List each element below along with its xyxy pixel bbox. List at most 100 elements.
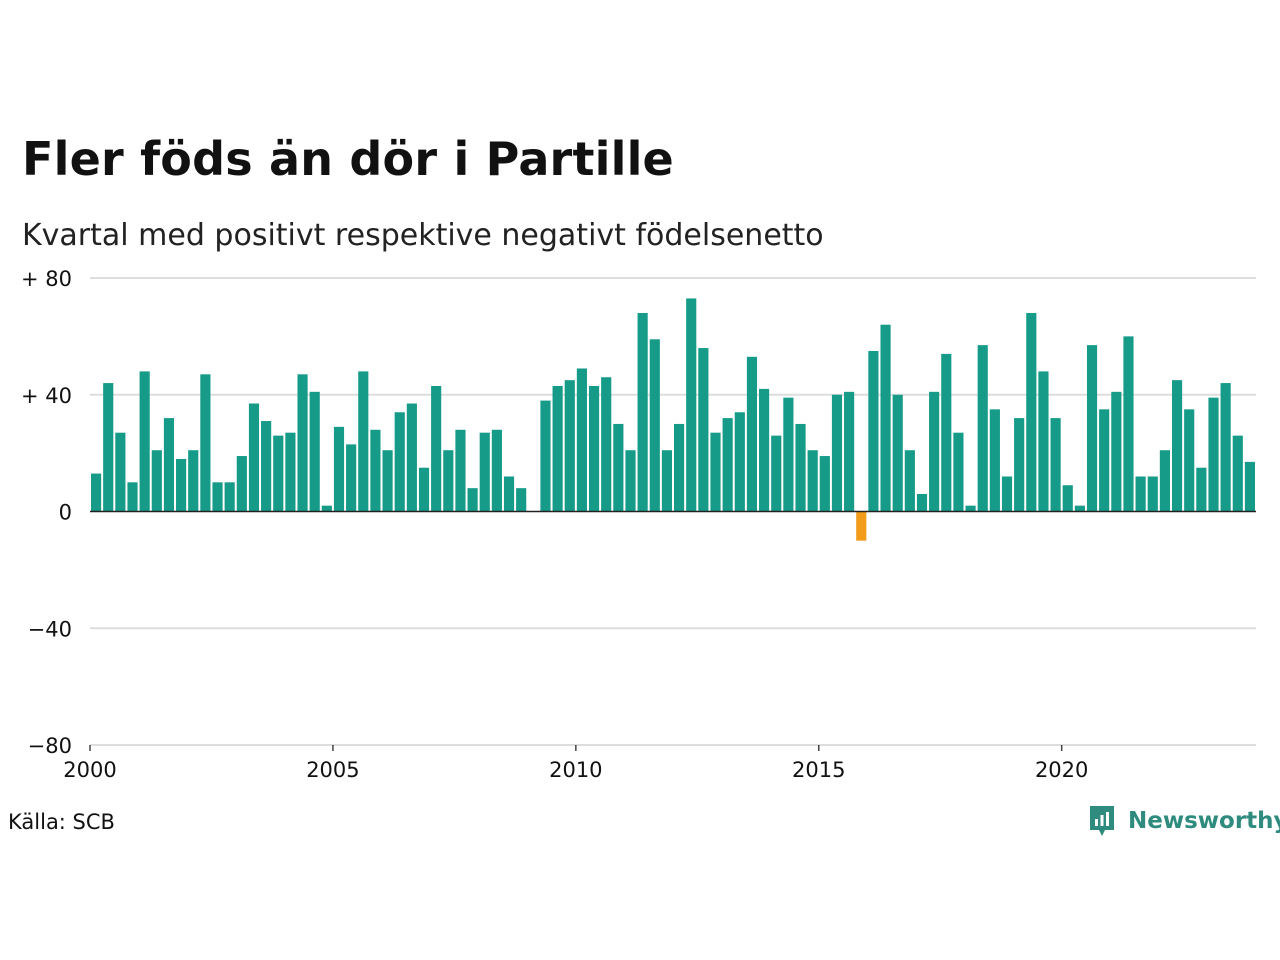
bar — [139, 371, 150, 512]
bar — [479, 432, 490, 512]
x-tick-label: 2005 — [306, 758, 359, 782]
bar — [346, 444, 357, 512]
bar — [783, 397, 794, 512]
bar — [273, 435, 284, 512]
bar — [686, 298, 697, 512]
bar — [333, 426, 345, 512]
x-axis-labels: 2000 2005 2010 2015 2020 — [63, 745, 1088, 782]
bar — [856, 511, 867, 541]
bar — [1111, 391, 1122, 512]
bar — [1026, 313, 1037, 512]
bar — [91, 473, 102, 512]
bar — [1244, 461, 1255, 512]
bar — [1171, 380, 1183, 512]
bar — [540, 400, 551, 512]
bar — [163, 418, 175, 512]
bar — [1220, 383, 1231, 512]
y-tick-label: + 80 — [21, 267, 72, 291]
x-tick-label: 2015 — [792, 758, 845, 782]
bar — [1123, 336, 1134, 512]
bar — [904, 450, 915, 512]
bar — [467, 488, 478, 512]
bar — [1147, 476, 1158, 512]
y-tick-label: −80 — [28, 734, 72, 758]
bar — [200, 374, 211, 512]
bar — [382, 450, 393, 512]
bar — [1184, 409, 1195, 512]
bar — [151, 450, 162, 512]
bar — [1038, 371, 1049, 512]
bar — [248, 403, 260, 512]
bar — [759, 388, 770, 512]
bar — [503, 476, 515, 512]
bar — [1050, 418, 1061, 512]
bar — [698, 348, 709, 512]
bar — [576, 368, 587, 512]
x-tick-label: 2000 — [63, 758, 116, 782]
y-tick-label: −40 — [28, 617, 72, 641]
bar — [1001, 476, 1013, 512]
bar — [1159, 450, 1170, 512]
bar — [989, 409, 1000, 512]
bar — [1135, 476, 1146, 512]
bar — [613, 423, 624, 512]
bar — [1232, 435, 1243, 512]
bar — [977, 345, 988, 512]
bar — [224, 482, 235, 512]
bar — [734, 412, 745, 512]
bar — [880, 324, 891, 512]
bar — [661, 450, 672, 512]
bar — [746, 356, 758, 512]
bar — [176, 458, 187, 512]
bar — [188, 450, 199, 512]
bar — [309, 391, 320, 512]
bar — [722, 418, 733, 512]
bar — [929, 391, 940, 512]
bar — [795, 423, 806, 512]
bar — [868, 350, 879, 512]
bar — [261, 421, 272, 512]
bar — [406, 403, 417, 512]
bar — [1074, 505, 1085, 512]
y-axis-labels: + 80 + 40 0 −40 −80 — [21, 267, 72, 758]
bar — [965, 505, 976, 512]
bar — [1062, 485, 1073, 512]
bar — [370, 429, 381, 512]
bar — [1099, 409, 1110, 512]
bar — [127, 482, 138, 512]
bar — [1086, 345, 1098, 512]
bar — [819, 456, 830, 512]
bar — [443, 450, 454, 512]
newsworthy-logo-icon — [1090, 806, 1114, 836]
y-tick-label: 0 — [59, 501, 72, 525]
bar — [637, 313, 648, 512]
bar — [236, 456, 247, 512]
bar — [321, 505, 332, 512]
y-tick-label: + 40 — [21, 384, 72, 408]
bar — [953, 432, 964, 512]
bar — [297, 374, 308, 512]
bar — [552, 385, 563, 512]
bar — [771, 435, 782, 512]
brand-name: Newsworthy — [1128, 808, 1280, 834]
bar — [649, 339, 660, 512]
bar — [358, 371, 369, 512]
bar — [394, 412, 405, 512]
bar — [916, 493, 928, 512]
bars — [91, 298, 1255, 541]
bar — [455, 429, 466, 512]
bar — [212, 482, 223, 512]
bar — [625, 450, 636, 512]
bar — [807, 450, 818, 512]
bar — [491, 429, 502, 512]
bar — [516, 488, 527, 512]
bar — [1208, 397, 1219, 512]
bar — [892, 394, 903, 512]
bar — [831, 394, 843, 512]
bar — [103, 383, 114, 512]
bar — [844, 391, 855, 512]
bar — [1196, 467, 1207, 512]
bar — [564, 380, 575, 512]
x-tick-label: 2010 — [549, 758, 602, 782]
